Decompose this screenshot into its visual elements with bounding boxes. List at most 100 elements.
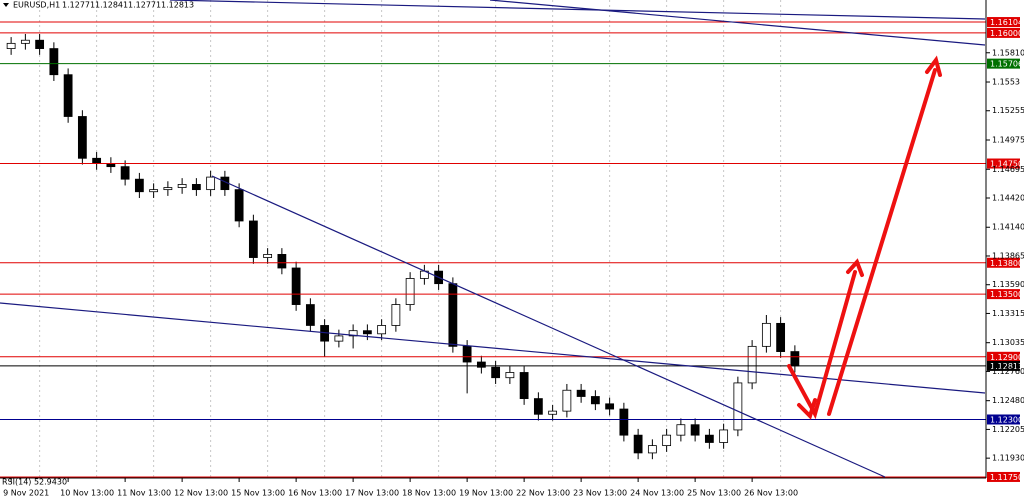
candle-body bbox=[263, 254, 273, 258]
level-tag-box bbox=[987, 289, 1020, 300]
level-tag-box bbox=[987, 158, 1020, 169]
candle-body bbox=[177, 184, 187, 188]
x-tick-label: 17 Nov 13:00 bbox=[345, 489, 399, 498]
symbol: EURUSD,H1 bbox=[13, 1, 60, 10]
y-tick-label: 1.1553 bbox=[992, 78, 1020, 87]
candle-body bbox=[590, 396, 600, 405]
candle-body bbox=[120, 166, 130, 180]
x-tick-label: 22 Nov 13:00 bbox=[516, 489, 570, 498]
candle-body bbox=[35, 39, 45, 49]
candle-body bbox=[20, 39, 30, 44]
level-tag: 1.14750 bbox=[987, 158, 1023, 169]
level-label: 1.11750 bbox=[990, 473, 1023, 482]
candle-body bbox=[134, 178, 144, 193]
candle-body bbox=[362, 330, 372, 335]
y-tick-label: 1.12205 bbox=[992, 425, 1024, 434]
header-ohlc: 1.12771 1.12841 1.12771 1.12813 bbox=[62, 1, 194, 10]
y-tick-label: 1.12760 bbox=[992, 367, 1024, 376]
candle-body bbox=[163, 187, 173, 191]
candle-body bbox=[462, 345, 472, 363]
level-label: 1.13500 bbox=[990, 290, 1023, 299]
candle-body bbox=[391, 304, 401, 326]
level-label: 1.15706 bbox=[990, 60, 1023, 69]
y-tick-label: 1.15810 bbox=[992, 48, 1024, 57]
y-tick-label: 1.14975 bbox=[992, 136, 1024, 145]
level-tag: 1.12300 bbox=[987, 414, 1023, 425]
level-label: 1.13800 bbox=[990, 259, 1023, 268]
candle-body bbox=[191, 184, 201, 191]
candle-body bbox=[619, 408, 629, 436]
arrow-path bbox=[827, 68, 937, 416]
level-tag-box bbox=[987, 17, 1020, 28]
header-value: 1.12841 bbox=[95, 1, 128, 10]
candle-body bbox=[491, 366, 501, 379]
candle-body bbox=[63, 74, 73, 117]
header-value: 1.12771 bbox=[128, 1, 161, 10]
y-tick-label: 1.11930 bbox=[992, 454, 1024, 463]
y-tick-label: 1.12480 bbox=[992, 396, 1024, 405]
level-tag: 1.11750 bbox=[987, 471, 1023, 482]
y-tick-label: 1.15255 bbox=[992, 106, 1024, 115]
arrow-path bbox=[787, 270, 857, 420]
candle-body bbox=[690, 424, 700, 436]
candle-body bbox=[676, 424, 686, 436]
candle-body bbox=[519, 372, 529, 399]
y-tick-label: 1.13035 bbox=[992, 338, 1024, 347]
candle-body bbox=[548, 410, 558, 415]
y-tick-label: 1.14420 bbox=[992, 193, 1024, 202]
y-tick-label: 1.14695 bbox=[992, 165, 1024, 174]
level-tag: 1.13800 bbox=[987, 257, 1023, 268]
level-tag-box bbox=[987, 58, 1020, 69]
level-tag-box bbox=[987, 27, 1020, 38]
candle-body bbox=[77, 116, 87, 159]
candle-body bbox=[761, 322, 771, 347]
trend-lines bbox=[0, 0, 986, 478]
candle-body bbox=[6, 42, 16, 49]
x-tick-label: 12 Nov 13:00 bbox=[174, 489, 228, 498]
level-tag-box bbox=[987, 471, 1020, 482]
y-tick-label: 1.14140 bbox=[992, 223, 1024, 232]
arrow-head bbox=[846, 258, 864, 277]
candle-body bbox=[234, 189, 244, 222]
trend-line bbox=[169, 0, 986, 20]
arrow-head bbox=[797, 398, 817, 420]
levels: 1.16104 1.16000 1.15706 1.14750 1.13800 1.135… bbox=[0, 17, 1023, 482]
level-label: 1.12813 bbox=[990, 362, 1023, 371]
header-value: 1.12813 bbox=[161, 1, 194, 10]
level-tag-box bbox=[987, 257, 1020, 268]
trend-line bbox=[0, 302, 986, 394]
x-tick-label: 26 Nov 13:00 bbox=[744, 489, 798, 498]
candles bbox=[6, 33, 800, 460]
header-value: 1.12771 bbox=[62, 1, 95, 10]
candle-body bbox=[576, 389, 586, 397]
x-tick-label: 18 Nov 13:00 bbox=[402, 489, 456, 498]
candle-body bbox=[448, 283, 458, 347]
candle-body bbox=[719, 429, 729, 443]
candle-body bbox=[348, 330, 358, 337]
x-tick-label: 9 Nov 2021 bbox=[3, 489, 49, 498]
forecast-arrows bbox=[787, 55, 942, 420]
arrow-head bbox=[925, 55, 942, 77]
level-tag: 1.15706 bbox=[987, 58, 1023, 69]
level-tag-box bbox=[987, 414, 1020, 425]
level-tag: 1.16000 bbox=[987, 27, 1023, 38]
candle-body bbox=[476, 361, 486, 368]
trend-line bbox=[489, 0, 986, 46]
level-tag: 1.16104 bbox=[987, 17, 1023, 28]
candle-body bbox=[704, 434, 714, 443]
candle-body bbox=[248, 220, 258, 258]
candle-body bbox=[92, 157, 102, 164]
trend-line bbox=[211, 175, 886, 478]
candle-body bbox=[291, 267, 301, 305]
level-label: 1.12300 bbox=[990, 415, 1023, 424]
candle-body bbox=[562, 389, 572, 412]
candle-body bbox=[377, 325, 387, 335]
axis: 1.15810 1.1553 1.15255 1.14975 1.14695 1.1442… bbox=[3, 48, 1024, 497]
x-tick-label: 16 Nov 13:00 bbox=[288, 489, 342, 498]
indicator-label: RSI(14) 52.9430 bbox=[2, 478, 67, 487]
candle-body bbox=[633, 434, 643, 454]
candle-body bbox=[776, 322, 786, 352]
level-tag-box bbox=[987, 351, 1020, 362]
level-label: 1.16104 bbox=[990, 18, 1023, 27]
candle-body bbox=[605, 403, 615, 410]
